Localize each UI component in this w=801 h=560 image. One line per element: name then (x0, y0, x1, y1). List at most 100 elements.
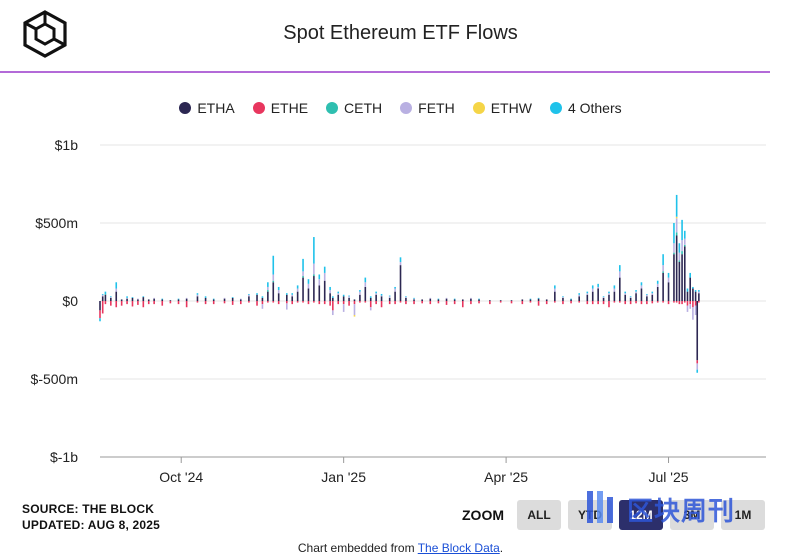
bar-segment-etha (521, 299, 524, 301)
bar-segment-feth (667, 277, 670, 283)
bar-segment-feth (388, 296, 391, 298)
bar-segment-ethe (624, 301, 627, 305)
bar-segment-etha (698, 293, 700, 301)
bar-segment-etha (537, 298, 540, 301)
bar-segment-4-others (591, 285, 594, 289)
bar-segment-ethe (104, 301, 107, 305)
zoom-label: ZOOM (462, 507, 504, 523)
zoom-1m-button[interactable]: 1M (721, 500, 765, 530)
bar-segment-4-others (537, 297, 540, 299)
bar-segment-4-others (453, 298, 456, 300)
bar-segment-4-others (302, 258, 304, 272)
bar-segment-ceth (678, 260, 681, 262)
bar-segment-etha (629, 297, 632, 301)
legend-item-ceth[interactable]: CETH (326, 100, 382, 116)
bar-segment-feth (651, 293, 654, 295)
bar-segment-feth (692, 307, 694, 320)
bar-segment-feth (413, 298, 415, 300)
bar-segment-etha (489, 300, 491, 301)
bar-segment-ethe (629, 301, 632, 305)
bar-segment-ethe (529, 301, 532, 303)
bar-segment-ethe (635, 301, 637, 304)
legend-item-feth[interactable]: FETH (400, 100, 455, 116)
bar-segment-etha (302, 277, 304, 301)
bar-segment-ethe (646, 301, 648, 305)
x-tick-label: Jan '25 (321, 469, 366, 485)
bar-segment-4-others (99, 318, 101, 322)
bar-segment-ethe (161, 301, 164, 306)
bar-segment-etha (529, 299, 532, 301)
bar-segment-feth (597, 286, 599, 289)
zoom-12m-button[interactable]: 12M (619, 500, 663, 530)
bar-segment-etha (586, 294, 589, 301)
bar-segment-ethe (656, 301, 659, 303)
bar-segment-ethe (499, 301, 502, 303)
bar-segment-etha (591, 291, 594, 301)
bar-segment-4-others (662, 254, 664, 266)
bar-segment-feth (646, 294, 648, 297)
legend-item-4-others[interactable]: 4 Others (549, 100, 622, 116)
bar-segment-ethe (248, 301, 250, 303)
bar-segment-4-others (313, 237, 315, 264)
bar-segment-etha (212, 299, 215, 301)
bar-segment-etha (153, 298, 155, 301)
bar-segment-etha (204, 297, 207, 301)
bar-segment-4-others (329, 286, 331, 291)
bar-segment-4-others (678, 243, 681, 253)
bar-segment-etha (348, 297, 350, 301)
bar-segment-etha (399, 265, 402, 301)
legend-item-etha[interactable]: ETHA (179, 100, 235, 116)
bar-segment-ceth (673, 252, 675, 255)
bar-segment-ethe (261, 301, 264, 305)
bar-segment-4-others (597, 283, 599, 287)
bar-segment-etha (619, 277, 621, 301)
bar-segment-ethe (619, 301, 621, 303)
bar-segment-4-others (256, 293, 258, 295)
zoom-all-button[interactable]: ALL (517, 500, 561, 530)
bar-segment-etha (388, 297, 391, 301)
bar-segment-ethe (413, 301, 415, 305)
bar-segment-4-others (694, 290, 697, 292)
legend-item-ethw[interactable]: ETHW (472, 100, 532, 116)
bar-segment-ethe (545, 301, 548, 305)
bar-segment-ethe (537, 301, 540, 306)
bar-segment-etha (126, 298, 128, 301)
legend: ETHA ETHE CETH FETH ETHW 4 Others (0, 100, 801, 116)
bar-segment-etha (185, 298, 188, 301)
bar-segment-ethe (307, 301, 310, 305)
bar-segment-4-others (142, 296, 145, 298)
zoom-3m-button[interactable]: 3M (670, 500, 714, 530)
legend-item-ethe[interactable]: ETHE (252, 100, 308, 116)
legend-label: ETHA (197, 100, 235, 116)
bar-segment-feth (380, 295, 383, 297)
bar-segment-ceth (302, 276, 304, 278)
bar-segment-4-others (204, 296, 207, 298)
bar-segment-4-others (248, 293, 250, 295)
bar-segment-4-others (161, 298, 164, 300)
bar-segment-etha (689, 277, 691, 301)
header-divider (0, 71, 770, 73)
bar-segment-feth (223, 297, 226, 299)
bar-segment-feth (126, 297, 128, 299)
bar-segment-feth (554, 288, 556, 292)
bar-segment-feth (137, 298, 139, 300)
bar-segment-4-others (104, 291, 107, 294)
bar-segment-4-others (272, 255, 275, 275)
bar-segment-ethe (239, 301, 242, 305)
x-tick-label: Jul '25 (649, 469, 689, 485)
bar-segment-ethe (562, 301, 564, 305)
bar-segment-ethe (342, 301, 345, 305)
embed-note: Chart embedded from The Block Data. (0, 541, 801, 555)
bar-segment-4-others (629, 296, 632, 298)
bar-segment-ethe (678, 301, 681, 305)
bar-segment-ethe (153, 301, 155, 305)
bar-segment-etha (613, 291, 616, 301)
bar-segment-feth (586, 293, 589, 295)
bar-segment-ethe (399, 301, 402, 303)
bar-segment-feth (323, 272, 326, 281)
the-block-data-link[interactable]: The Block Data (417, 541, 500, 555)
bar-segment-4-others (131, 297, 134, 298)
bar-segment-4-others (196, 293, 199, 295)
bar-segment-ethe (586, 301, 589, 305)
bar-segment-ethe (277, 301, 280, 305)
